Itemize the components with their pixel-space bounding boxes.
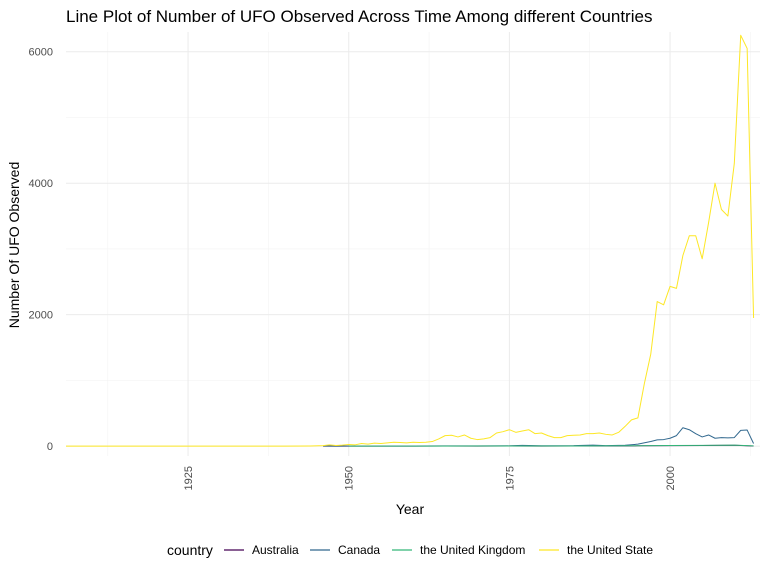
y-tick-label: 4000 [29,178,53,190]
y-tick-labels: 0 2000 4000 6000 [29,47,53,453]
series-line-the-united-kingdom [348,444,754,447]
legend: country Australia Canada the United Kingdo… [167,542,653,558]
legend-entry: Australia [252,543,299,557]
series-line-the-united-state [66,34,755,447]
x-tick-labels: 1925 1950 1975 2000 [183,466,677,490]
chart-title: Line Plot of Number of UFO Observed Acro… [66,7,652,26]
y-tick-label: 6000 [29,47,53,59]
y-axis-label: Number Of UFO Observed [6,162,22,329]
x-tick-label: 1950 [344,466,356,490]
series-lines [66,34,755,447]
legend-entry: the United State [567,543,653,557]
legend-entry: the United Kingdom [420,543,525,557]
x-tick-label: 2000 [665,466,677,490]
y-tick-label: 0 [47,441,53,453]
x-axis-label: Year [396,501,425,517]
series-line-canada [323,427,755,447]
legend-entry: Canada [338,543,380,557]
x-tick-label: 1975 [504,466,516,490]
legend-title: country [167,542,213,558]
y-tick-label: 2000 [29,310,53,322]
x-tick-label: 1925 [183,466,195,490]
grid [66,32,760,456]
